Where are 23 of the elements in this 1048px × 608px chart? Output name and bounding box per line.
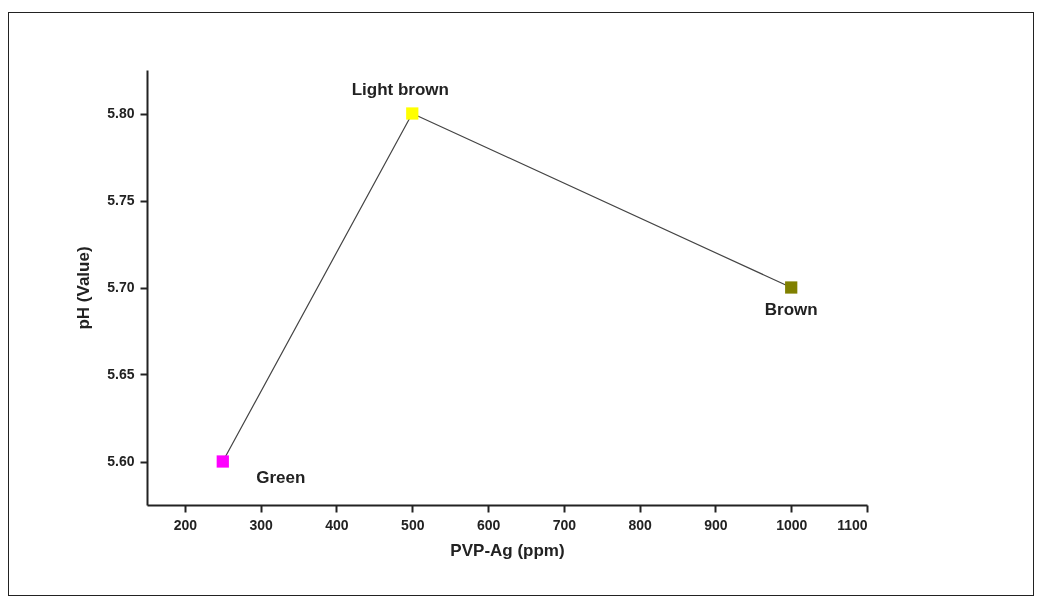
- y-tick-label: 5.70: [107, 279, 135, 295]
- y-axis-title: pH (Value): [74, 246, 94, 330]
- x-tick-label: 500: [401, 516, 425, 533]
- point: [406, 107, 419, 120]
- point: [216, 455, 229, 468]
- x-tick-label: 800: [628, 516, 653, 533]
- x-tick-label: 1000: [776, 516, 808, 533]
- x-axis-title: PVP-Ag (ppm): [450, 540, 565, 560]
- x-tick-label: 300: [249, 516, 274, 533]
- x-tick-label: 400: [325, 516, 349, 533]
- annotation: Brown: [764, 299, 818, 319]
- x-tick-label: 900: [704, 516, 728, 533]
- x-tick-label: 200: [173, 516, 198, 533]
- y-tick-label: 5.75: [107, 192, 135, 208]
- y-tick-label: 5.65: [107, 366, 135, 382]
- x-tick-label: 600: [476, 516, 501, 533]
- x-tick-label: 700: [552, 516, 577, 533]
- x-tick-label: 1100: [837, 516, 868, 533]
- y-tick-label: 5.60: [107, 453, 135, 469]
- y-tick-label: 5.80: [107, 105, 135, 121]
- annotation: Green: [256, 467, 306, 487]
- annotation: Light brown: [351, 79, 449, 99]
- point: [785, 281, 798, 294]
